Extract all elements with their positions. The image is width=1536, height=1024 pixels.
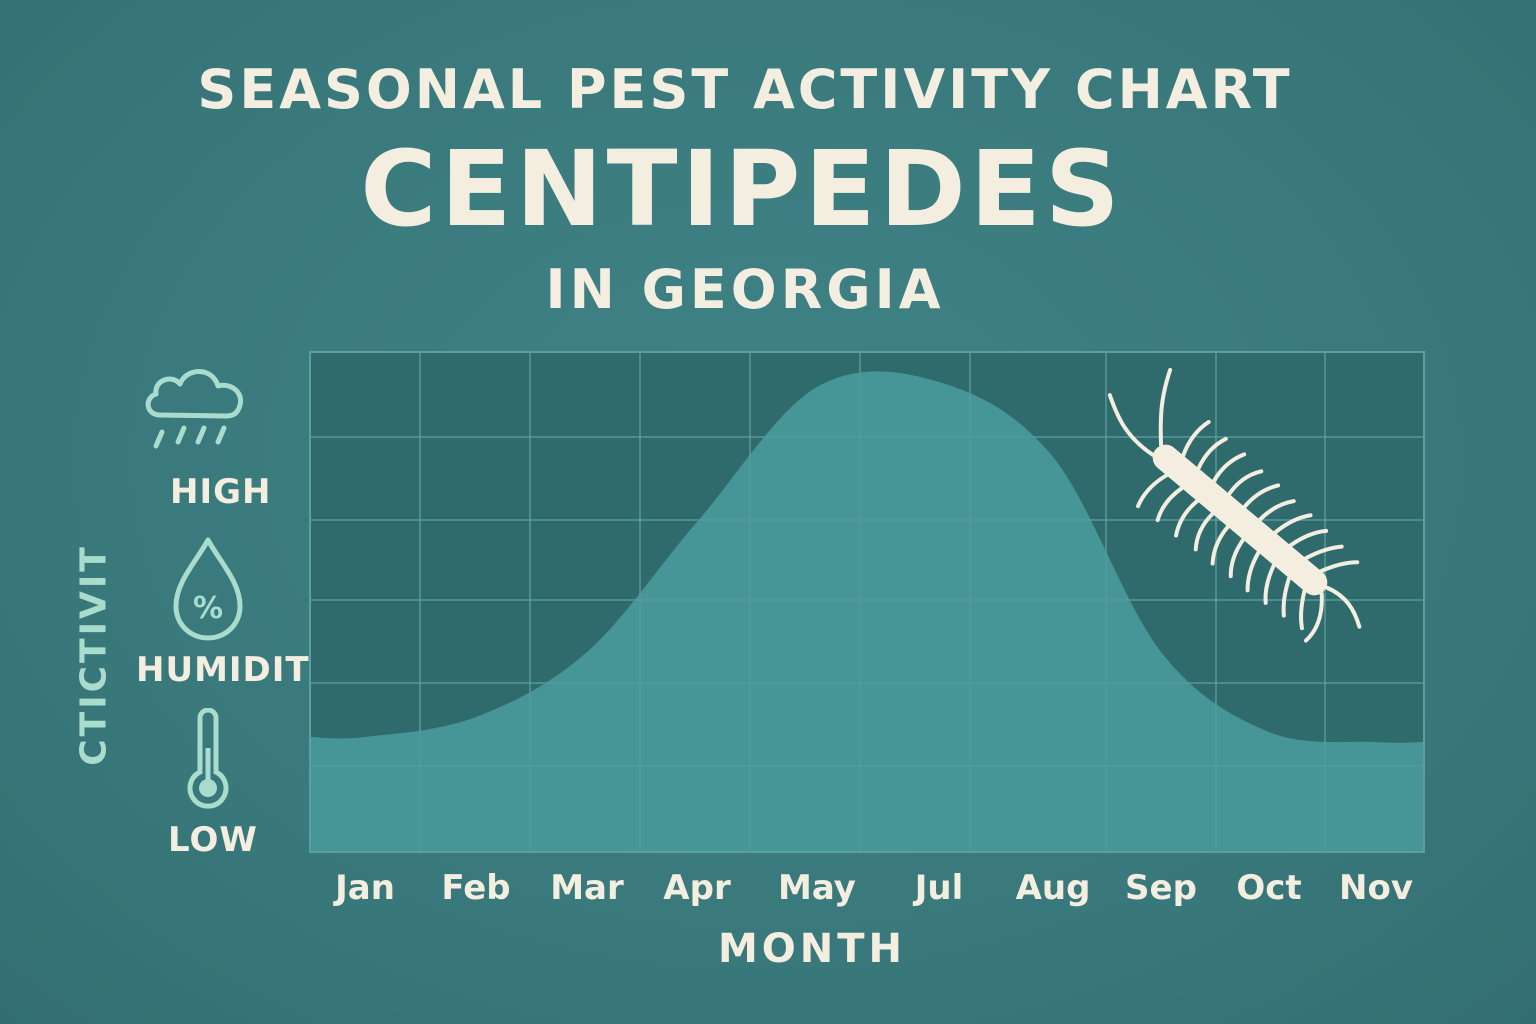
plot-border (309, 351, 1425, 853)
x-tick-label: Jan (335, 868, 395, 908)
chart-subject: CENTIPEDES (360, 128, 1124, 250)
svg-text:%: % (193, 591, 223, 626)
x-tick-label: Jul (914, 868, 964, 908)
x-tick-label: Nov (1339, 868, 1413, 908)
humidity-drop-icon: % (173, 537, 243, 641)
x-tick-label: Apr (663, 868, 731, 908)
rain-cloud-icon (145, 369, 243, 449)
legend-label-low: LOW (168, 820, 258, 860)
legend-label-high: HIGH (170, 472, 272, 512)
x-tick-label: Feb (441, 868, 511, 908)
x-tick-label: Mar (550, 868, 624, 908)
x-tick-label: Oct (1236, 868, 1302, 908)
centipede-icon (1107, 367, 1362, 643)
activity-area (310, 371, 1424, 852)
thermometer-icon (187, 708, 229, 809)
x-tick-label: Aug (1015, 868, 1091, 908)
chart-title: SEASONAL PEST ACTIVITY CHART (197, 58, 1293, 121)
y-axis-label: CTICTIVIT (73, 544, 115, 766)
x-axis-label: MONTH (717, 926, 907, 972)
legend-label-humidity: HUMIDIT (136, 650, 310, 690)
chart-region: IN GEORGIA (545, 258, 945, 321)
x-tick-label: Sep (1125, 868, 1197, 908)
x-tick-label: May (778, 868, 856, 908)
